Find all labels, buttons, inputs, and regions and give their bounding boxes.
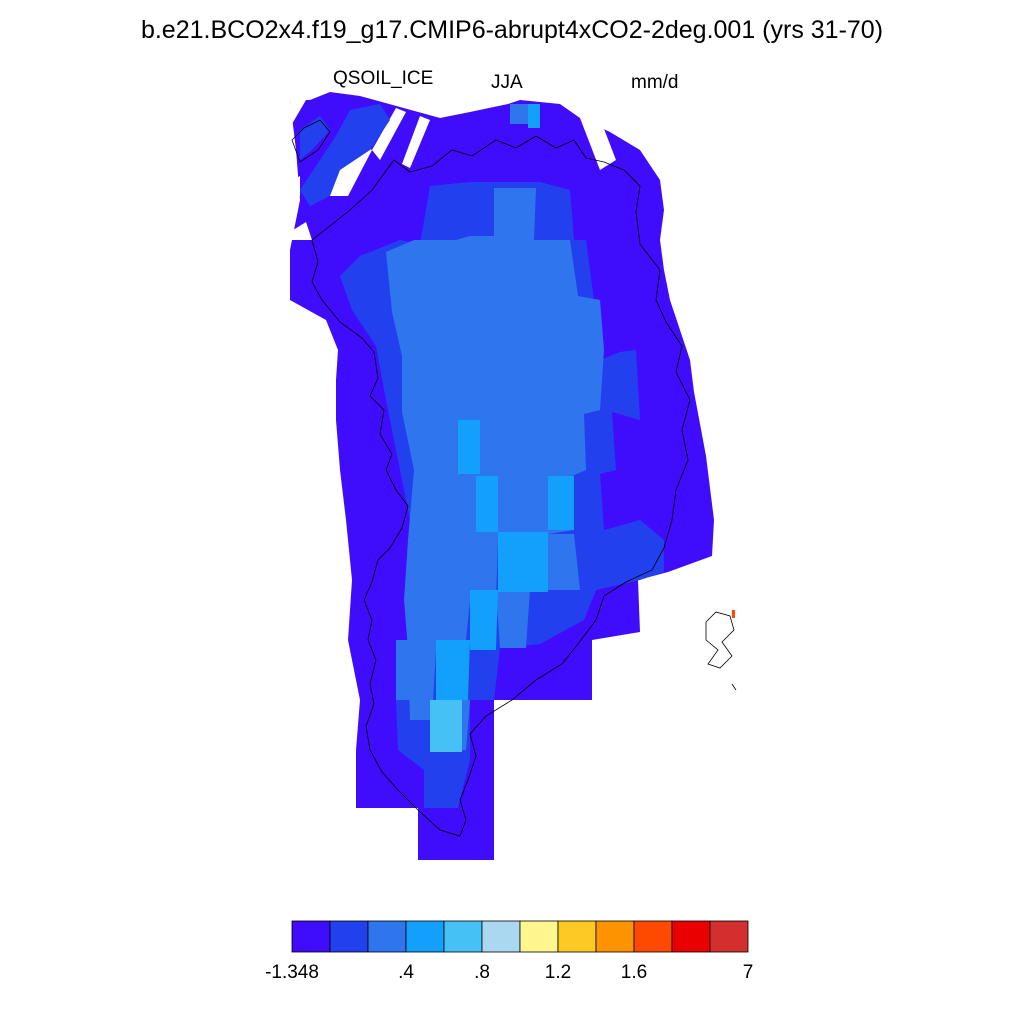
colorbar-swatch [443, 920, 483, 953]
plot-title: b.e21.BCO2x4.f19_g17.CMIP6-abrupt4xCO2-2… [140, 16, 884, 44]
map-cell [510, 104, 530, 124]
missing-data-gap [290, 176, 300, 204]
data-cells [290, 92, 714, 860]
map-cell [496, 590, 530, 648]
map-cell [498, 532, 548, 592]
colorbar-swatch [557, 920, 597, 953]
colorbar-swatch [633, 920, 673, 953]
map-cell [528, 104, 540, 128]
colorbar-tick-label: 1.2 [544, 962, 572, 983]
map-cell [458, 420, 480, 474]
colorbar-swatch [291, 920, 331, 953]
map-cell [300, 116, 330, 160]
map-cell [548, 476, 574, 530]
map-cell [430, 700, 462, 752]
colorbar-tick-label: .8 [474, 962, 490, 983]
arctic-island-coast [291, 119, 331, 163]
missing-data-gap [372, 108, 406, 160]
colorbar-swatch [671, 920, 711, 953]
map-cell [436, 640, 470, 700]
map-cell [300, 104, 390, 206]
missing-data-gap [290, 100, 306, 124]
colorbar-swatch [595, 920, 635, 953]
colorbar-swatch [519, 920, 559, 953]
greenland-coastline [311, 135, 691, 837]
colorbar-swatch [481, 920, 521, 953]
colorbar-swatch [405, 920, 445, 953]
map-cell [470, 590, 498, 650]
season-label: JJA [491, 72, 523, 93]
map-cell [476, 476, 498, 532]
colorbar-tick-label: .4 [398, 962, 414, 983]
iceland-coast [705, 611, 735, 669]
iceland-warm-cell [732, 610, 735, 618]
colorbar-tick-label: -1.348 [265, 962, 319, 983]
colorbar-swatch [709, 920, 749, 953]
map-cell [548, 534, 580, 590]
colorbar-tick-label: 1.6 [620, 962, 648, 983]
coastline [291, 119, 737, 837]
missing-data-gap [580, 108, 616, 170]
missing-data-gap [290, 222, 312, 240]
colorbar-tick-label: 7 [742, 962, 754, 983]
map-cell [386, 188, 604, 720]
iceland-fragment [731, 683, 737, 691]
missing-data-gap [402, 116, 430, 168]
map-cell [396, 640, 430, 700]
colorbar-swatch [329, 920, 369, 953]
colorbar-swatch [367, 920, 407, 953]
colorbar [291, 920, 749, 953]
units-label: mm/d [631, 72, 679, 93]
variable-label: QSOIL_ICE [333, 68, 434, 89]
